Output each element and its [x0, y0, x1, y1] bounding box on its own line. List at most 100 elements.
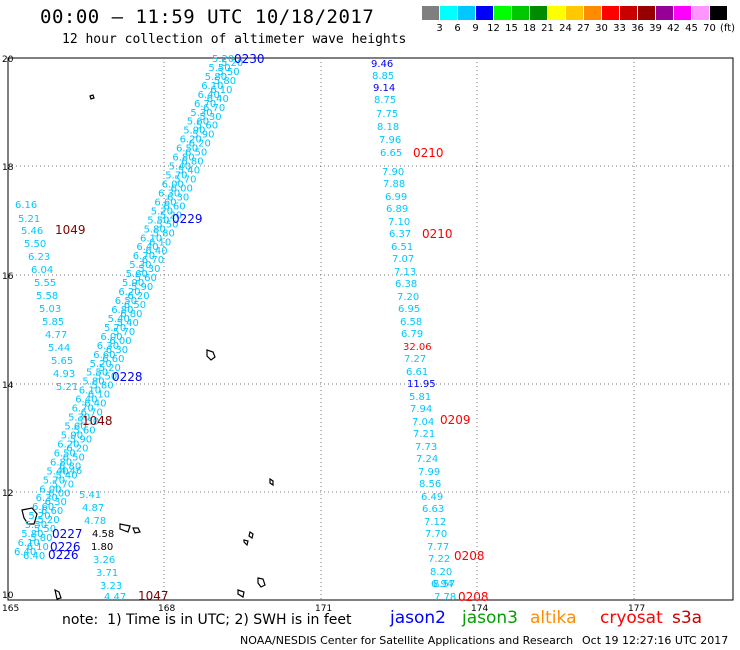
color-swatch — [530, 6, 547, 20]
track-value: 5.70 — [104, 323, 126, 334]
track-value: 6.40 — [14, 547, 36, 558]
track-value: 8.20 — [430, 567, 452, 578]
island — [237, 589, 245, 598]
track-value: 5.40 — [108, 314, 130, 325]
track-value: 5.30 — [77, 417, 99, 428]
track-value: 5.50 — [24, 239, 46, 250]
track-value: 5.50 — [147, 215, 169, 226]
track-time-label: 0227 — [52, 527, 83, 541]
track-value: 6.40 — [136, 242, 158, 253]
track-value: 5.20 — [221, 58, 243, 69]
color-swatch — [656, 6, 673, 20]
track-value: 6.60 — [154, 197, 176, 208]
track-time-label: 1048 — [82, 414, 113, 428]
track-value: 4.58 — [92, 529, 114, 540]
track-value: 6.61 — [406, 367, 428, 378]
track-value: 5.58 — [36, 291, 58, 302]
track-value: 6.60 — [93, 350, 115, 361]
track-value: 5.50 — [217, 67, 239, 78]
island — [54, 588, 62, 600]
track-value: 7.21 — [413, 429, 435, 440]
map-grid — [7, 57, 734, 601]
legend-s3a: s3a — [672, 608, 703, 628]
island — [119, 523, 131, 533]
track-value: 7.20 — [397, 292, 419, 303]
legend-jason3: jason3 — [462, 608, 518, 628]
color-swatch — [584, 6, 601, 20]
track-value: 6.30 — [106, 345, 128, 356]
color-scale-label: (ft) — [719, 23, 736, 34]
track-value: 8.75 — [374, 95, 396, 106]
track-value: 5.20 — [99, 363, 121, 374]
latitude-label: 12 — [2, 489, 13, 499]
track-value: 6.65 — [380, 148, 402, 159]
track-value: 11.95 — [407, 379, 436, 390]
track-value: 4.46 — [60, 466, 82, 477]
track-value: 6.00 — [48, 488, 70, 499]
track-value: 5.90 — [183, 126, 205, 137]
track-value: 5.46 — [21, 226, 43, 237]
track-value: 6.60 — [102, 354, 124, 365]
track-value: 4.77 — [45, 330, 67, 341]
track-value: 6.10 — [140, 233, 162, 244]
track-value: 6.04 — [31, 265, 53, 276]
longitude-label: 165 — [2, 604, 19, 614]
track-value: 7.04 — [412, 417, 434, 428]
track-value: 6.80 — [50, 457, 72, 468]
track-value: 6.10 — [18, 538, 40, 549]
map-subtitle: 12 hour collection of altimeter wave hei… — [62, 32, 407, 47]
track-value: 7.27 — [404, 354, 426, 365]
track-value: 6.60 — [163, 201, 185, 212]
track-value: 5.30 — [199, 112, 221, 123]
track-value: 5.20 — [90, 359, 112, 370]
track-value: 5.90 — [70, 434, 92, 445]
track-value: 5.44 — [48, 343, 70, 354]
track-value: 7.90 — [382, 167, 404, 178]
track-value: 6.40 — [145, 246, 167, 257]
track-value: 5.90 — [61, 430, 83, 441]
track-value: 7.24 — [416, 454, 438, 465]
track-value: 7.96 — [379, 135, 401, 146]
color-swatch — [458, 6, 475, 20]
track-value: 6.10 — [149, 237, 171, 248]
track-value: 5.21 — [18, 214, 40, 225]
color-scale-label: 15 — [505, 23, 518, 34]
track-value: 7.99 — [418, 467, 440, 478]
track-value: 5.60 — [187, 117, 209, 128]
track-value: 6.30 — [45, 497, 67, 508]
islands — [21, 94, 274, 600]
color-swatch — [422, 6, 439, 20]
track-time-label: 0209 — [440, 413, 471, 427]
track-value: 6.20 — [57, 439, 79, 450]
track-value: 5.30 — [129, 260, 151, 271]
track-value: 6.10 — [79, 386, 101, 397]
track-value: 6.70 — [133, 251, 155, 262]
track-value: 6.89 — [386, 204, 408, 215]
track-value: 4.93 — [53, 369, 75, 380]
track-value: 5.03 — [39, 304, 61, 315]
track-value: 5.50 — [34, 524, 56, 535]
track-value: 6.00 — [162, 179, 184, 190]
track-value: 5.70 — [165, 171, 187, 182]
track-value: 7.78 — [434, 592, 456, 603]
track-value: 5.80 — [205, 72, 227, 83]
axis-labels: 20 18 16 14 12 10 165 168 171 174 177 — [2, 55, 645, 614]
track-value: 6.80 — [111, 305, 133, 316]
color-scale-label: 6 — [454, 23, 461, 34]
track-value: 9.14 — [373, 83, 395, 94]
track-value: 6.99 — [385, 192, 407, 203]
color-swatch — [674, 6, 691, 20]
track-value: 5.30 — [190, 108, 212, 119]
track-value: 4.78 — [84, 516, 106, 527]
track-time-label: 0226 — [50, 540, 81, 554]
color-swatch — [566, 6, 583, 20]
track-value: 3.26 — [93, 555, 115, 566]
track-value: 6.30 — [158, 188, 180, 199]
track-value: 4.47 — [104, 592, 126, 603]
track-value: 6.38 — [395, 279, 417, 290]
track-value: 5.80 — [144, 224, 166, 235]
island — [257, 577, 266, 588]
track-value: 6.20 — [118, 287, 140, 298]
track-value: 5.40 — [117, 318, 139, 329]
